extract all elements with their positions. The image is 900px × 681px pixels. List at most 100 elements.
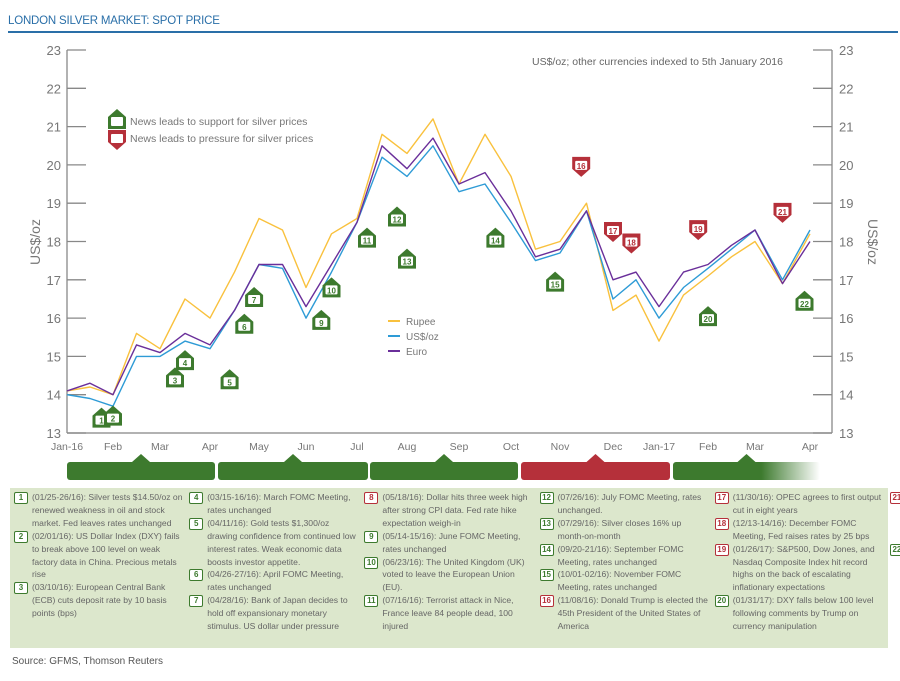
note-number-badge: 3 xyxy=(14,582,28,595)
event-marker-12: 12 xyxy=(388,206,406,227)
marker-box xyxy=(111,134,123,143)
news-notes-panel: 1 (01/25-26/16): Silver tests $14.50/oz o… xyxy=(10,488,900,648)
note-number-badge: 16 xyxy=(539,595,554,608)
note-item: 18 (12/13-14/16): December FOMC Meeting, … xyxy=(714,517,884,543)
note-text: (07/26/16): July FOMC Meeting, rates unc… xyxy=(557,492,702,515)
marker-box xyxy=(169,375,181,385)
x-tick-label: Jun xyxy=(298,441,315,453)
note-number-badge: 15 xyxy=(539,569,554,582)
note-text: (01/31/17): DXY falls below 100 level fo… xyxy=(732,595,874,632)
y-tick-label-left: 23 xyxy=(47,43,61,58)
y-tick-label-right: 20 xyxy=(839,158,853,173)
marker-number: 16 xyxy=(577,162,586,171)
event-marker-10: 10 xyxy=(322,277,341,298)
note-text: (11/08/16): Donald Trump is elected the … xyxy=(557,595,708,632)
y-tick-label-right: 18 xyxy=(839,235,853,250)
note-item: 11 (07/16/16): Terrorist attack in Nice, … xyxy=(364,594,533,633)
marker-box xyxy=(401,256,413,266)
y-tick-label-left: 22 xyxy=(47,81,61,96)
note-item: 4 (03/15-16/16): March FOMC Meeting, rate… xyxy=(189,491,358,517)
quarter-bar-1 xyxy=(67,462,215,480)
note-number-badge: 20 xyxy=(714,595,729,608)
note-text: (12/13-14/16): December FOMC Meeting, Fe… xyxy=(732,517,870,541)
marker-number: 13 xyxy=(403,258,412,267)
y-tick-label-right: 17 xyxy=(839,273,853,288)
marker-box xyxy=(179,358,191,368)
event-marker-9: 9 xyxy=(312,309,331,330)
y-tick-label-left: 18 xyxy=(47,235,61,250)
marker-number: 4 xyxy=(183,359,188,368)
source-note: Source: GFMS, Thomson Reuters xyxy=(12,656,163,667)
y-tick-label-right: 15 xyxy=(839,349,853,364)
marker-number: 21 xyxy=(778,208,787,217)
note-text: (03/10/16): European Central Bank (ECB) … xyxy=(32,582,167,619)
note-item: 15 (10/01-02/16): November FOMC Meeting, … xyxy=(539,568,709,594)
marker-box xyxy=(575,160,588,170)
series-line-euro xyxy=(66,137,811,396)
note-text: (04/28/16): Bank of Japan decides to hol… xyxy=(207,595,348,632)
y-tick-label-left: 15 xyxy=(47,349,61,364)
marker-number: 3 xyxy=(173,376,178,385)
legend-pressure-icon xyxy=(108,130,126,150)
x-tick-label: Nov xyxy=(551,441,570,453)
event-marker-18: 18 xyxy=(622,233,641,254)
note-text: (07/16/16): Terrorist attack in Nice, Fr… xyxy=(382,595,514,632)
marker-box xyxy=(549,279,562,289)
note-text: (02/01/16): US Dollar Index (DXY) fails … xyxy=(32,530,180,580)
x-tick-label: May xyxy=(249,441,270,453)
note-text: (05/18/16): Dollar hits three week high … xyxy=(382,492,528,528)
note-number-badge: 6 xyxy=(189,569,204,582)
note-text: (06/23/16): The United Kingdom (UK) vote… xyxy=(382,556,525,593)
legend-support-label: News leads to support for silver prices xyxy=(130,116,307,128)
marker-box xyxy=(607,226,619,236)
event-marker-14: 14 xyxy=(486,227,505,248)
quarter-arrow-icon xyxy=(737,454,756,462)
note-text: (01/25-26/16): Silver tests $14.50/oz on… xyxy=(32,492,183,528)
note-item: 12 (07/26/16): July FOMC Meeting, rates u… xyxy=(539,491,709,517)
event-marker-3: 3 xyxy=(166,367,184,388)
note-text: (04/26-27/16): April FOMC Meeting, rates… xyxy=(207,569,344,593)
note-number-badge: 21 xyxy=(889,492,900,504)
x-tick-label: Sep xyxy=(450,441,469,453)
marker-box xyxy=(625,237,638,247)
note-number-badge: 10 xyxy=(364,556,379,569)
note-item: 22(03/22/17): US Mint American Eagle coi… xyxy=(889,543,900,595)
series-line-usoz xyxy=(66,145,811,407)
marker-number: 2 xyxy=(111,415,116,424)
marker-box xyxy=(238,321,251,331)
y-tick-label-left: 14 xyxy=(47,388,61,403)
event-marker-13: 13 xyxy=(398,248,416,269)
note-text: (03/15-16/16): March FOMC Meeting, rates… xyxy=(207,492,351,515)
note-item: 21(03/14/17): Speculative net long posit… xyxy=(889,491,900,543)
quarter-bar-3 xyxy=(370,462,518,480)
y-tick-label-right: 21 xyxy=(839,120,853,135)
marker-box xyxy=(107,413,119,423)
y-tick-label-left: 16 xyxy=(47,311,61,326)
title-rule xyxy=(8,31,898,33)
event-marker-17: 17 xyxy=(604,222,622,243)
note-text: (09/20-21/16): September FOMC Meeting, r… xyxy=(557,543,684,567)
marker-number: 18 xyxy=(627,239,636,248)
marker-number: 19 xyxy=(694,225,703,234)
x-tick-label: Oct xyxy=(503,441,519,453)
y-tick-label-left: 21 xyxy=(47,120,61,135)
note-number-badge: 19 xyxy=(714,543,729,556)
note-item: 7 (04/28/16): Bank of Japan decides to ho… xyxy=(189,594,358,633)
y-tick-label-left: 13 xyxy=(47,426,61,441)
note-text: (07/29/16): Silver closes 16% up month-o… xyxy=(557,517,682,541)
note-item: 1 (01/25-26/16): Silver tests $14.50/oz o… xyxy=(14,491,183,530)
event-marker-16: 16 xyxy=(572,156,591,177)
note-item: 3 (03/10/16): European Central Bank (ECB)… xyxy=(14,581,183,620)
event-marker-15: 15 xyxy=(546,271,565,292)
note-item: 17 (11/30/16): OPEC agrees to first outpu… xyxy=(714,491,884,517)
note-text: (01/26/17): S&P500, Dow Jones, and Nasda… xyxy=(732,543,875,593)
marker-box xyxy=(248,294,261,304)
note-item: 5 (04/11/16): Gold tests $1,300/oz drawin… xyxy=(189,517,358,569)
legend-label: US$/oz xyxy=(406,332,439,343)
marker-box xyxy=(702,314,714,324)
figure-title: LONDON SILVER MARKET: SPOT PRICE xyxy=(8,15,220,27)
marker-box xyxy=(361,235,373,245)
marker-number: 11 xyxy=(363,237,372,246)
note-number-badge: 1 xyxy=(14,492,28,504)
marker-number: 22 xyxy=(800,300,809,309)
